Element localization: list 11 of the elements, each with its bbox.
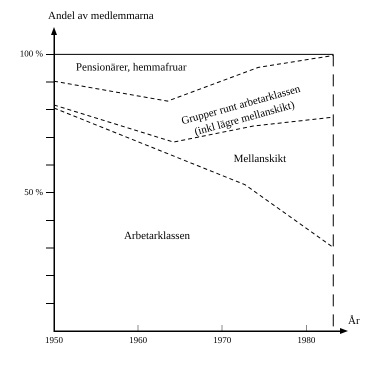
x-tick-label: 1960 [129,334,148,345]
annotation: Mellanskikt [234,153,286,166]
x-axis-title: År [348,314,360,327]
x-tick-label: 1980 [297,334,316,345]
y-axis-title: Andel av medlemmarna [48,10,154,22]
annotation: Pensionärer, hemmafruar [76,61,187,74]
y-tick-label: 100 % [20,48,44,59]
x-tick-label: 1950 [45,334,64,345]
y-tick-label: 50 % [24,187,44,198]
annotation: Arbetarklassen [124,230,190,242]
x-tick-label: 1970 [213,334,232,345]
